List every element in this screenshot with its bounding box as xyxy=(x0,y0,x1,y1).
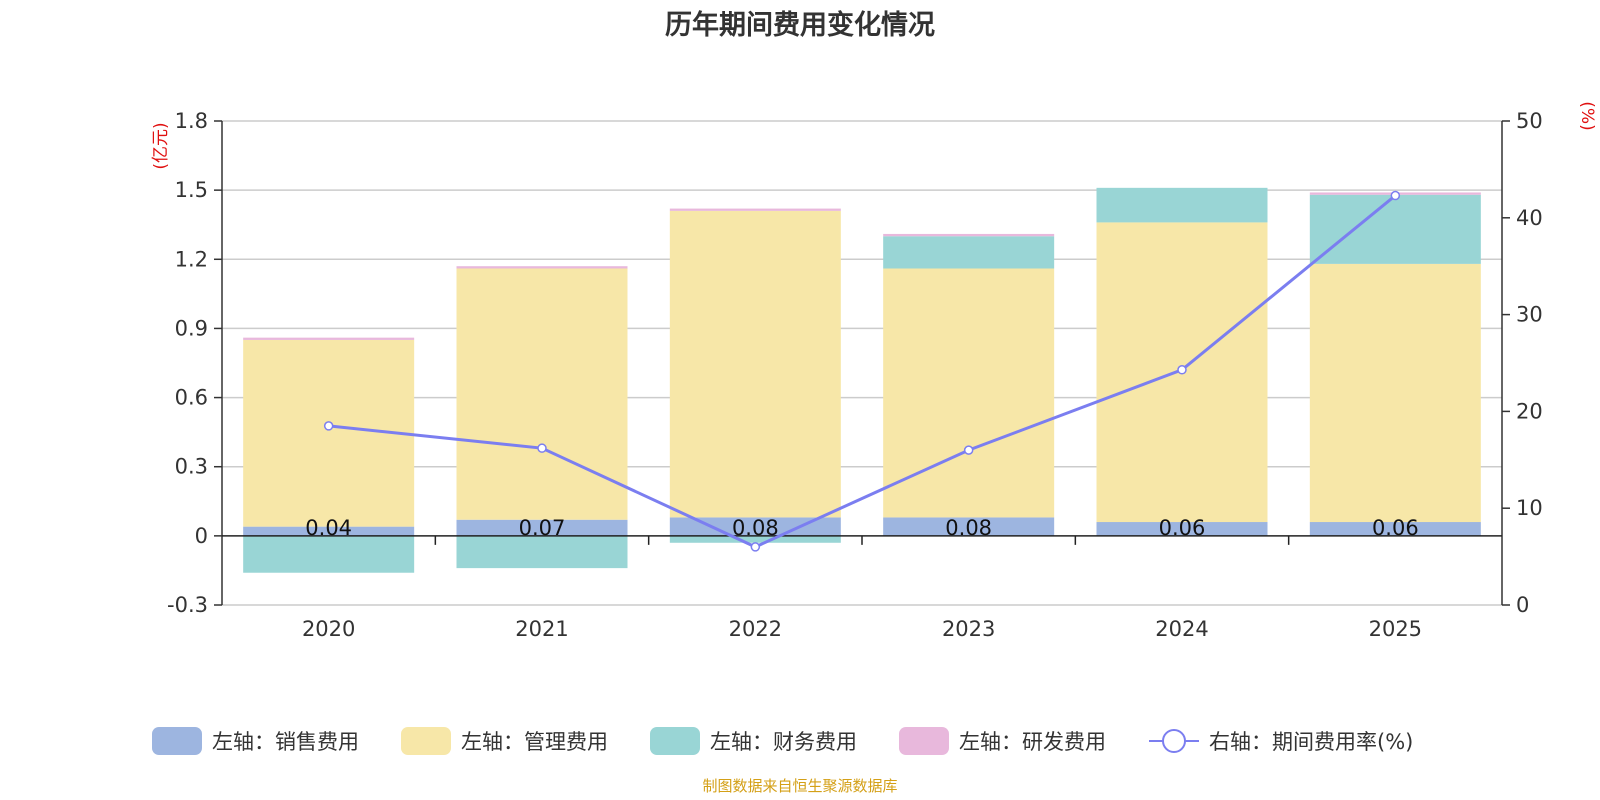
right-tick-label: 0 xyxy=(1516,593,1529,617)
rate-point xyxy=(537,443,547,453)
left-tick-label: 0 xyxy=(195,524,208,548)
legend-swatch xyxy=(401,727,451,755)
left-tick-label: 0.6 xyxy=(175,386,208,410)
right-tick-label: 20 xyxy=(1516,399,1543,423)
legend-swatch xyxy=(650,727,700,755)
bar-segment xyxy=(456,519,628,536)
bar-segment xyxy=(456,535,628,569)
left-tick-label: 1.8 xyxy=(175,109,208,133)
bar-segment xyxy=(1096,522,1268,536)
bar-segment xyxy=(883,233,1055,237)
bar-segment xyxy=(669,517,841,536)
rate-point xyxy=(963,445,974,455)
grid-lines xyxy=(222,120,1502,606)
bar-segment xyxy=(883,517,1055,536)
category-label: 2025 xyxy=(1369,617,1422,641)
source-note: 制图数据来自恒生聚源数据库 xyxy=(702,777,897,795)
legend-swatch xyxy=(152,727,202,755)
bar-segment xyxy=(456,266,628,269)
bar-segment xyxy=(456,268,628,520)
data-label: 0.08 xyxy=(945,516,992,540)
data-label: 0.07 xyxy=(519,516,566,540)
right-axis-unit: (%) xyxy=(1577,101,1597,130)
rate-point xyxy=(1177,365,1187,375)
chart-title: 历年期间费用变化情况 xyxy=(665,9,935,41)
data-label: 0.06 xyxy=(1159,516,1206,540)
rate-line xyxy=(323,190,1401,552)
right-tick-label: 40 xyxy=(1516,206,1543,230)
right-tick-label: 50 xyxy=(1516,109,1543,133)
left-axis-unit: (亿元) xyxy=(151,122,171,169)
bars xyxy=(243,187,1481,573)
category-label: 2020 xyxy=(302,617,355,641)
left-tick-label: 0.9 xyxy=(175,316,208,340)
right-tick-label: 10 xyxy=(1516,496,1543,520)
bar-segment xyxy=(1096,187,1268,223)
rate-point xyxy=(1390,190,1401,201)
bar-segment xyxy=(1309,194,1481,264)
left-tick-label: -0.3 xyxy=(167,593,208,617)
bar-segment xyxy=(243,535,415,573)
bar-segment xyxy=(243,526,415,536)
rate-point xyxy=(323,421,334,431)
bar-segment xyxy=(669,535,841,543)
legend-label[interactable]: 左轴：财务费用 xyxy=(710,730,857,754)
rate-line-path xyxy=(328,194,1397,549)
legend-label[interactable]: 左轴：销售费用 xyxy=(212,730,359,754)
category-label: 2022 xyxy=(729,617,782,641)
category-label: 2023 xyxy=(942,617,995,641)
bar-segment xyxy=(243,337,415,340)
bar-segment xyxy=(883,236,1055,269)
category-label: 2024 xyxy=(1155,617,1208,641)
right-tick-label: 30 xyxy=(1516,303,1543,327)
left-tick-label: 0.3 xyxy=(175,455,208,479)
rate-point xyxy=(750,542,761,552)
legend-label[interactable]: 左轴：研发费用 xyxy=(959,730,1106,754)
bar-segment xyxy=(1309,522,1481,536)
legend-swatch-marker xyxy=(1162,729,1186,753)
axes: 1.8 1.5 1.2 0.9 0.6 0.3 0 -0.3 50 40 30 20 10 0 2020 20… xyxy=(167,109,1543,641)
data-label: 0.04 xyxy=(305,516,352,540)
bar-segment xyxy=(669,210,841,518)
left-tick-label: 1.2 xyxy=(175,247,208,271)
left-tick-label: 1.5 xyxy=(175,178,208,202)
bar-segment xyxy=(669,208,841,211)
category-label: 2021 xyxy=(515,617,568,641)
legend-swatch xyxy=(899,727,949,755)
data-label: 0.06 xyxy=(1372,516,1419,540)
legend-label[interactable]: 左轴：管理费用 xyxy=(461,730,608,754)
bar-segment xyxy=(883,268,1055,518)
bar-segment xyxy=(1309,263,1481,523)
legend: 左轴：销售费用 左轴：管理费用 左轴：财务费用 左轴：研发费用 右轴：期间费用率(%) xyxy=(152,727,1413,755)
data-label: 0.08 xyxy=(732,516,779,540)
legend-label[interactable]: 右轴：期间费用率(%) xyxy=(1209,730,1413,754)
data-labels: 0.04 0.07 0.08 0.08 0.06 0.06 xyxy=(305,516,1418,540)
